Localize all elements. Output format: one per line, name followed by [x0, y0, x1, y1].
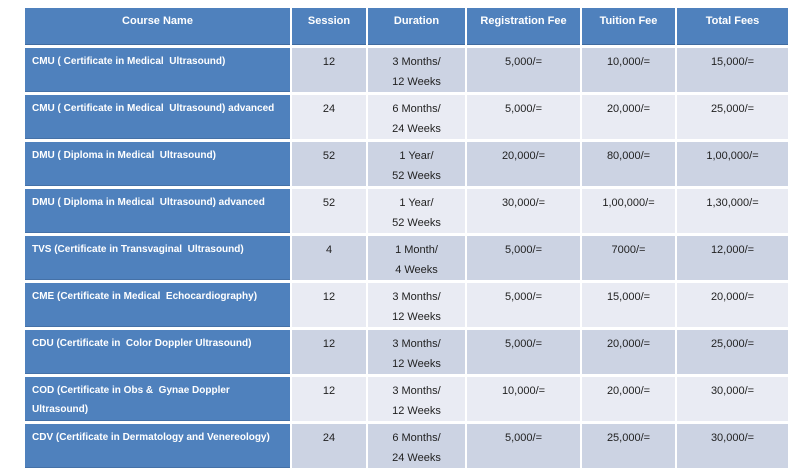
tuition-fee-cell: 15,000/= [582, 283, 677, 330]
table-header: Course Name Session Duration Registratio… [25, 8, 788, 48]
session-cell: 52 [292, 142, 368, 189]
session-cell: 24 [292, 95, 368, 142]
total-fees-cell: 15,000/= [677, 48, 788, 95]
tuition-fee-cell: 80,000/= [582, 142, 677, 189]
total-fees-cell: 20,000/= [677, 283, 788, 330]
column-header-registration-fee: Registration Fee [467, 8, 582, 48]
column-header-duration: Duration [368, 8, 467, 48]
column-header-course-name: Course Name [25, 8, 292, 48]
course-name-cell: CDU (Certificate in Color Doppler Ultras… [25, 330, 292, 377]
column-header-total-fees: Total Fees [677, 8, 788, 48]
total-fees-cell: 1,30,000/= [677, 189, 788, 236]
session-cell: 52 [292, 189, 368, 236]
course-fees-table: Course Name Session Duration Registratio… [25, 8, 788, 468]
duration-cell: 1 Year/ 52 Weeks [368, 142, 467, 189]
duration-cell: 3 Months/ 12 Weeks [368, 330, 467, 377]
table-row: CDU (Certificate in Color Doppler Ultras… [25, 330, 788, 377]
tuition-fee-cell: 20,000/= [582, 330, 677, 377]
table-row: DMU ( Diploma in Medical Ultrasound) adv… [25, 189, 788, 236]
column-header-session: Session [292, 8, 368, 48]
total-fees-cell: 1,00,000/= [677, 142, 788, 189]
duration-cell: 3 Months/ 12 Weeks [368, 48, 467, 95]
total-fees-cell: 25,000/= [677, 330, 788, 377]
course-name-cell: CMU ( Certificate in Medical Ultrasound) [25, 48, 292, 95]
tuition-fee-cell: 7000/= [582, 236, 677, 283]
duration-cell: 6 Months/ 24 Weeks [368, 95, 467, 142]
course-name-cell: COD (Certificate in Obs & Gynae Doppler … [25, 377, 292, 424]
table-row: CMU ( Certificate in Medical Ultrasound)… [25, 48, 788, 95]
registration-fee-cell: 5,000/= [467, 330, 582, 377]
registration-fee-cell: 5,000/= [467, 283, 582, 330]
session-cell: 4 [292, 236, 368, 283]
tuition-fee-cell: 20,000/= [582, 377, 677, 424]
total-fees-cell: 12,000/= [677, 236, 788, 283]
duration-cell: 3 Months/ 12 Weeks [368, 283, 467, 330]
total-fees-cell: 30,000/= [677, 377, 788, 424]
registration-fee-cell: 10,000/= [467, 377, 582, 424]
course-name-cell: CMU ( Certificate in Medical Ultrasound)… [25, 95, 292, 142]
registration-fee-cell: 5,000/= [467, 95, 582, 142]
registration-fee-cell: 5,000/= [467, 236, 582, 283]
table-row: TVS (Certificate in Transvaginal Ultraso… [25, 236, 788, 283]
duration-cell: 1 Year/ 52 Weeks [368, 189, 467, 236]
table-body: CMU ( Certificate in Medical Ultrasound)… [25, 48, 788, 468]
session-cell: 12 [292, 48, 368, 95]
course-name-cell: DMU ( Diploma in Medical Ultrasound) adv… [25, 189, 292, 236]
table-row: DMU ( Diploma in Medical Ultrasound) 52 … [25, 142, 788, 189]
total-fees-cell: 25,000/= [677, 95, 788, 142]
registration-fee-cell: 30,000/= [467, 189, 582, 236]
duration-cell: 1 Month/ 4 Weeks [368, 236, 467, 283]
tuition-fee-cell: 10,000/= [582, 48, 677, 95]
header-row: Course Name Session Duration Registratio… [25, 8, 788, 48]
column-header-tuition-fee: Tuition Fee [582, 8, 677, 48]
table-row: CME (Certificate in Medical Echocardiogr… [25, 283, 788, 330]
registration-fee-cell: 20,000/= [467, 142, 582, 189]
session-cell: 12 [292, 377, 368, 424]
tuition-fee-cell: 20,000/= [582, 95, 677, 142]
tuition-fee-cell: 1,00,000/= [582, 189, 677, 236]
table-row: COD (Certificate in Obs & Gynae Doppler … [25, 377, 788, 424]
registration-fee-cell: 5,000/= [467, 48, 582, 95]
course-name-cell: DMU ( Diploma in Medical Ultrasound) [25, 142, 292, 189]
duration-cell: 3 Months/ 12 Weeks [368, 377, 467, 424]
course-name-cell: CME (Certificate in Medical Echocardiogr… [25, 283, 292, 330]
table-row: CMU ( Certificate in Medical Ultrasound)… [25, 95, 788, 142]
course-fees-table-wrap: Course Name Session Duration Registratio… [25, 8, 788, 468]
session-cell: 12 [292, 283, 368, 330]
course-name-cell: TVS (Certificate in Transvaginal Ultraso… [25, 236, 292, 283]
session-cell: 12 [292, 330, 368, 377]
